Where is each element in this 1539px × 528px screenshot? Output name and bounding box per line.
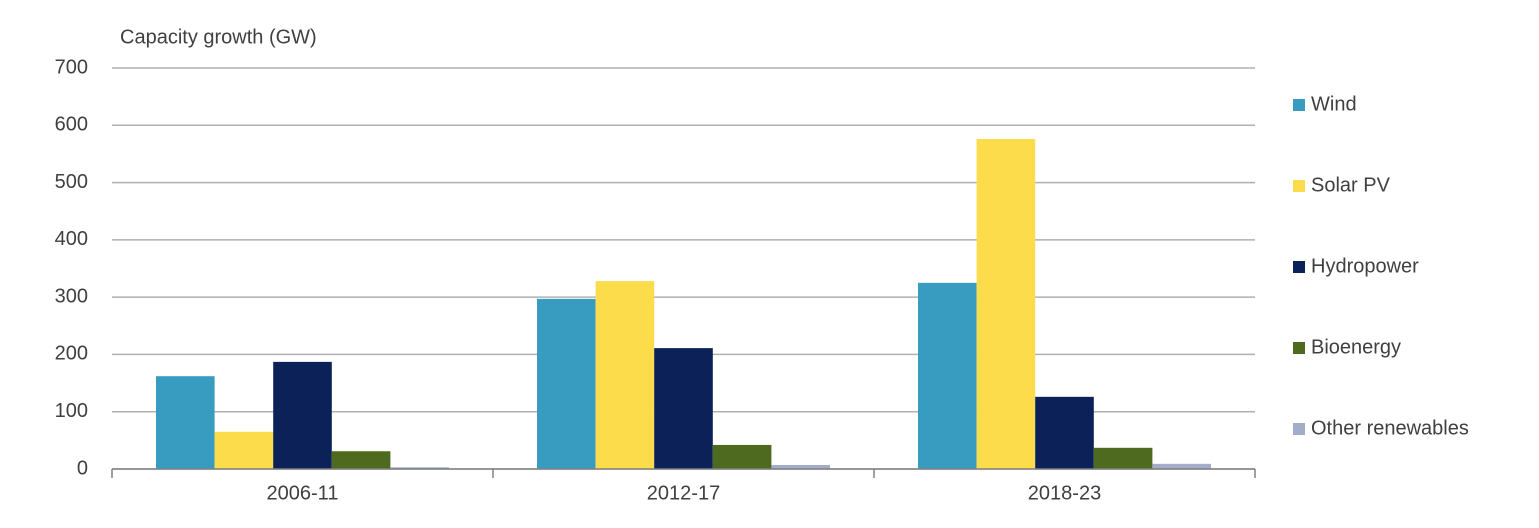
bar (771, 464, 830, 469)
legend-label: Bioenergy (1311, 336, 1401, 358)
x-tick-label: 2012-17 (647, 482, 720, 504)
legend-swatch (1293, 342, 1305, 354)
bar (537, 298, 596, 469)
y-tick-label: 200 (55, 343, 88, 365)
legend-swatch (1293, 423, 1305, 435)
bar (156, 376, 215, 469)
chart-title: Capacity growth (GW) (120, 26, 317, 48)
y-tick-label: 700 (55, 56, 88, 78)
y-tick-label: 0 (77, 457, 88, 479)
legend-swatch (1293, 261, 1305, 273)
bar (1035, 396, 1094, 469)
y-tick-label: 400 (55, 228, 88, 250)
bar (654, 348, 713, 469)
bar (273, 361, 332, 469)
y-tick-label: 300 (55, 285, 88, 307)
bar (390, 467, 449, 469)
bar (595, 281, 655, 469)
bar (1093, 447, 1153, 469)
y-tick-label: 100 (55, 400, 88, 422)
legend-label: Other renewables (1311, 417, 1469, 439)
legend-label: Hydropower (1311, 255, 1419, 277)
legend-swatch (1293, 180, 1305, 192)
bar (976, 139, 1036, 469)
bar (214, 431, 274, 469)
legend-label: Solar PV (1311, 174, 1391, 196)
x-tick-label: 2006-11 (267, 482, 339, 504)
bar (331, 451, 391, 469)
legend-label: Wind (1311, 93, 1357, 115)
bar (1152, 463, 1211, 469)
y-tick-label: 600 (55, 114, 88, 136)
bar (712, 444, 772, 469)
legend-swatch (1293, 99, 1305, 111)
x-tick-label: 2018-23 (1028, 482, 1101, 504)
bar (918, 282, 977, 469)
y-tick-label: 500 (55, 171, 88, 193)
